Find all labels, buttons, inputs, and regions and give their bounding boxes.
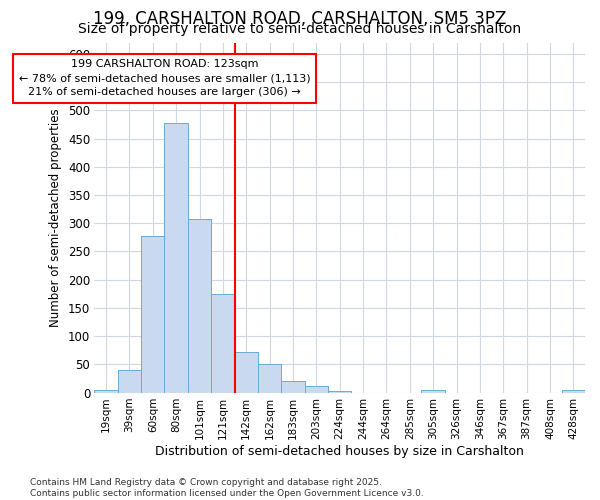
- Text: Size of property relative to semi-detached houses in Carshalton: Size of property relative to semi-detach…: [79, 22, 521, 36]
- Bar: [328, 391, 352, 392]
- X-axis label: Distribution of semi-detached houses by size in Carshalton: Distribution of semi-detached houses by …: [155, 444, 524, 458]
- Bar: [211, 294, 235, 392]
- Bar: [305, 386, 328, 392]
- Text: 199, CARSHALTON ROAD, CARSHALTON, SM5 3PZ: 199, CARSHALTON ROAD, CARSHALTON, SM5 3P…: [94, 10, 506, 28]
- Bar: [235, 352, 258, 393]
- Bar: [258, 364, 281, 392]
- Bar: [562, 390, 585, 392]
- Bar: [118, 370, 141, 392]
- Bar: [421, 390, 445, 392]
- Bar: [188, 218, 211, 392]
- Bar: [281, 382, 305, 392]
- Y-axis label: Number of semi-detached properties: Number of semi-detached properties: [49, 108, 62, 327]
- Bar: [94, 390, 118, 392]
- Text: 199 CARSHALTON ROAD: 123sqm
← 78% of semi-detached houses are smaller (1,113)
21: 199 CARSHALTON ROAD: 123sqm ← 78% of sem…: [19, 60, 310, 98]
- Bar: [141, 236, 164, 392]
- Bar: [164, 122, 188, 392]
- Text: Contains HM Land Registry data © Crown copyright and database right 2025.
Contai: Contains HM Land Registry data © Crown c…: [30, 478, 424, 498]
